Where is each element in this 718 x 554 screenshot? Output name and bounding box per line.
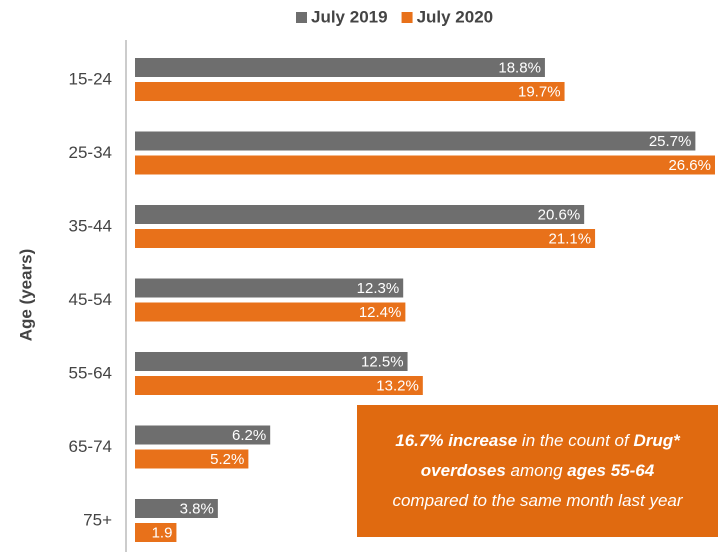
y-tick-label: 35-44: [69, 216, 112, 235]
bar: [135, 425, 271, 445]
bar: [135, 499, 218, 518]
annotation-text: 16.7% increase: [395, 431, 518, 450]
bar: [135, 82, 565, 101]
data-label: 19.7%: [518, 83, 561, 100]
annotation: 16.7% increase in the count of Drug* over…: [357, 405, 718, 537]
bar: [135, 58, 545, 77]
data-label: 3.8%: [180, 500, 214, 517]
data-label: 6.2%: [232, 427, 266, 444]
annotation-text: Drug*: [633, 431, 680, 450]
y-axis-label: Age (years): [16, 249, 35, 342]
data-label: 18.8%: [498, 59, 541, 76]
data-label: 13.2%: [376, 377, 419, 394]
bar: [135, 131, 696, 151]
legend-swatch: [296, 12, 307, 23]
annotation-text: compared to the same month last year: [392, 491, 683, 510]
y-tick-label: 25-34: [69, 143, 112, 162]
data-label: 12.5%: [361, 353, 404, 370]
y-tick-label: 55-64: [69, 363, 112, 382]
bar: [135, 205, 585, 224]
bar: [135, 229, 596, 248]
legend-label: July 2020: [417, 7, 494, 26]
data-label: 12.3%: [357, 280, 400, 297]
y-tick-label: 15-24: [69, 69, 112, 88]
bar: [135, 302, 406, 322]
bar: [135, 449, 249, 469]
y-tick-label: 75+: [83, 510, 112, 529]
data-label: 1.9: [152, 524, 173, 541]
data-label: 12.4%: [359, 304, 402, 321]
bar: [135, 352, 408, 371]
data-label: 21.1%: [549, 230, 592, 247]
annotation-line: overdoses among ages 55-64: [357, 456, 718, 486]
y-tick-label: 45-54: [69, 290, 112, 309]
legend-swatch: [401, 12, 413, 23]
annotation-line: compared to the same month last year: [357, 486, 718, 516]
annotation-text: in the count of: [517, 431, 634, 450]
annotation-text: among: [505, 461, 568, 480]
y-tick-label: 65-74: [69, 437, 112, 456]
bar: [135, 155, 715, 175]
bar: [135, 376, 423, 395]
data-label: 20.6%: [538, 206, 581, 223]
data-label: 26.6%: [668, 157, 711, 174]
bar: [135, 523, 177, 542]
bar: [135, 278, 404, 298]
data-label: 25.7%: [649, 133, 692, 150]
annotation-text: overdoses: [420, 461, 506, 480]
annotation-line: 16.7% increase in the count of Drug*: [357, 426, 718, 456]
annotation-text: ages 55-64: [567, 461, 655, 480]
legend-label: July 2019: [311, 7, 388, 26]
data-label: 5.2%: [210, 451, 244, 468]
